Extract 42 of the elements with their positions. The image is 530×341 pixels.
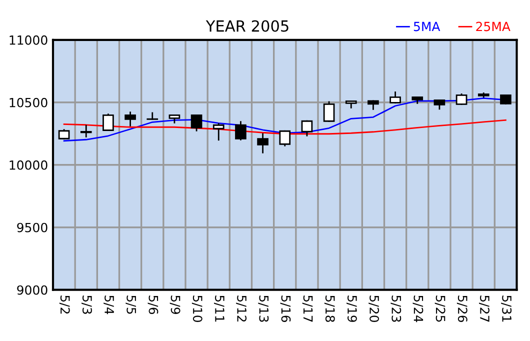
x-tick-label: 5/12 (236, 296, 247, 322)
x-tick-label: 5/6 (148, 296, 158, 314)
candlestick (212, 123, 224, 141)
y-tick-label: 10500 (10, 98, 48, 108)
candlestick (390, 91, 401, 104)
x-tick-label: 5/13 (258, 296, 269, 322)
x-tick-label: 5/17 (302, 296, 313, 322)
x-tick-label: 5/10 (192, 296, 202, 322)
x-tick-label: 5/3 (82, 296, 92, 314)
x-tick-label: 5/16 (280, 296, 291, 322)
y-tick-label: 11000 (10, 35, 48, 45)
x-tick-label: 5/18 (324, 296, 335, 322)
x-tick-label: 5/9 (170, 296, 180, 314)
x-tick-label: 5/26 (456, 296, 468, 322)
candlestick (301, 120, 313, 136)
x-tick-label: 5/4 (104, 296, 114, 314)
x-tick-label: 5/20 (368, 296, 380, 322)
y-tick-label: 9500 (17, 222, 48, 232)
y-tick-label: 10000 (10, 160, 48, 170)
x-tick-label: 5/2 (59, 296, 70, 314)
x-tick-label: 5/31 (501, 296, 512, 322)
y-tick-label: 9000 (17, 285, 48, 295)
legend-label: 5MA (414, 22, 440, 32)
x-tick-label: 5/11 (214, 296, 224, 322)
x-tick-label: 5/23 (390, 296, 402, 322)
x-tick-label: 5/19 (346, 296, 357, 322)
candlestick (456, 93, 468, 105)
x-tick-label: 5/24 (412, 296, 424, 322)
candlestick (257, 133, 268, 154)
candlestick (279, 130, 291, 146)
x-tick-label: 5/25 (434, 296, 446, 322)
legend-label: 25MA (476, 22, 510, 32)
candlestick (235, 121, 246, 140)
candlestick (146, 112, 158, 120)
x-tick-label: 5/5 (126, 296, 136, 314)
chart-title: YEAR 2005 (206, 20, 288, 32)
x-tick-label: 5/27 (479, 296, 490, 322)
candlestick (190, 114, 202, 132)
candlestick (102, 114, 114, 131)
candlestick (323, 101, 335, 122)
candlestick (124, 112, 136, 126)
candlestick (80, 124, 92, 138)
